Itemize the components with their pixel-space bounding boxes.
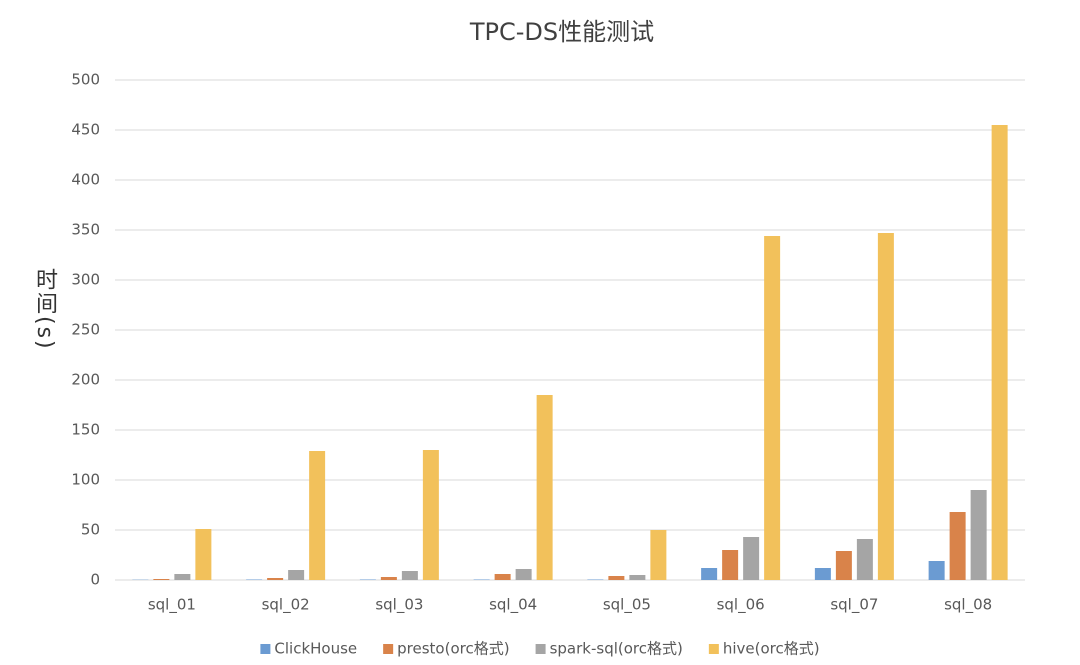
- y-tick-label: 300: [71, 271, 100, 289]
- bar: [814, 568, 831, 580]
- bar: [309, 451, 326, 580]
- bar: [764, 236, 781, 580]
- y-tick-label: 50: [81, 521, 100, 539]
- bar: [587, 579, 604, 580]
- y-tick-label: 400: [71, 171, 100, 189]
- y-tick-label: 500: [71, 71, 100, 89]
- y-tick-label: 0: [90, 571, 100, 589]
- y-tick-label: 150: [71, 421, 100, 439]
- bar: [359, 579, 376, 580]
- bar: [536, 395, 553, 580]
- bar: [928, 561, 945, 580]
- y-tick-label: 350: [71, 221, 100, 239]
- bar: [246, 579, 263, 580]
- legend-swatch: [260, 644, 271, 654]
- bar: [949, 512, 966, 580]
- legend-swatch: [708, 644, 719, 654]
- x-tick-label: sql_06: [717, 596, 765, 615]
- x-tick-label: sql_01: [148, 596, 196, 615]
- y-tick-label: 200: [71, 371, 100, 389]
- y-axis-label: 时间(s): [32, 268, 57, 351]
- bar: [494, 574, 511, 580]
- x-tick-label: sql_07: [830, 596, 878, 615]
- bar: [288, 570, 305, 580]
- bar: [608, 576, 625, 580]
- bar: [153, 579, 170, 580]
- y-tick-label: 450: [71, 121, 100, 139]
- bar: [701, 568, 718, 580]
- legend-label: presto(orc格式): [397, 640, 509, 658]
- x-tick-label: sql_08: [944, 596, 992, 615]
- y-tick-label: 100: [71, 471, 100, 489]
- bar: [856, 539, 873, 580]
- bar: [835, 551, 852, 580]
- bar: [195, 529, 212, 580]
- chart-title: TPC-DS性能测试: [469, 18, 654, 46]
- x-tick-label: sql_04: [489, 596, 537, 615]
- bar: [515, 569, 532, 580]
- bar: [743, 537, 760, 580]
- bar: [970, 490, 987, 580]
- x-tick-label: sql_02: [262, 596, 310, 615]
- legend-label: spark-sql(orc格式): [550, 640, 683, 658]
- legend-label: hive(orc格式): [723, 640, 820, 658]
- bar: [267, 578, 284, 580]
- legend-swatch: [383, 644, 394, 654]
- bar: [401, 571, 418, 580]
- bar: [473, 579, 490, 580]
- x-tick-label: sql_05: [603, 596, 651, 615]
- bar: [629, 575, 646, 580]
- bar: [877, 233, 894, 580]
- x-tick-label: sql_03: [375, 596, 423, 615]
- bar: [380, 577, 397, 580]
- bar: [991, 125, 1008, 580]
- y-tick-label: 250: [71, 321, 100, 339]
- legend-swatch: [535, 644, 546, 654]
- legend-label: ClickHouse: [274, 640, 357, 658]
- bar: [422, 450, 439, 580]
- bar: [722, 550, 739, 580]
- bar: [650, 530, 667, 580]
- bar: [174, 574, 191, 580]
